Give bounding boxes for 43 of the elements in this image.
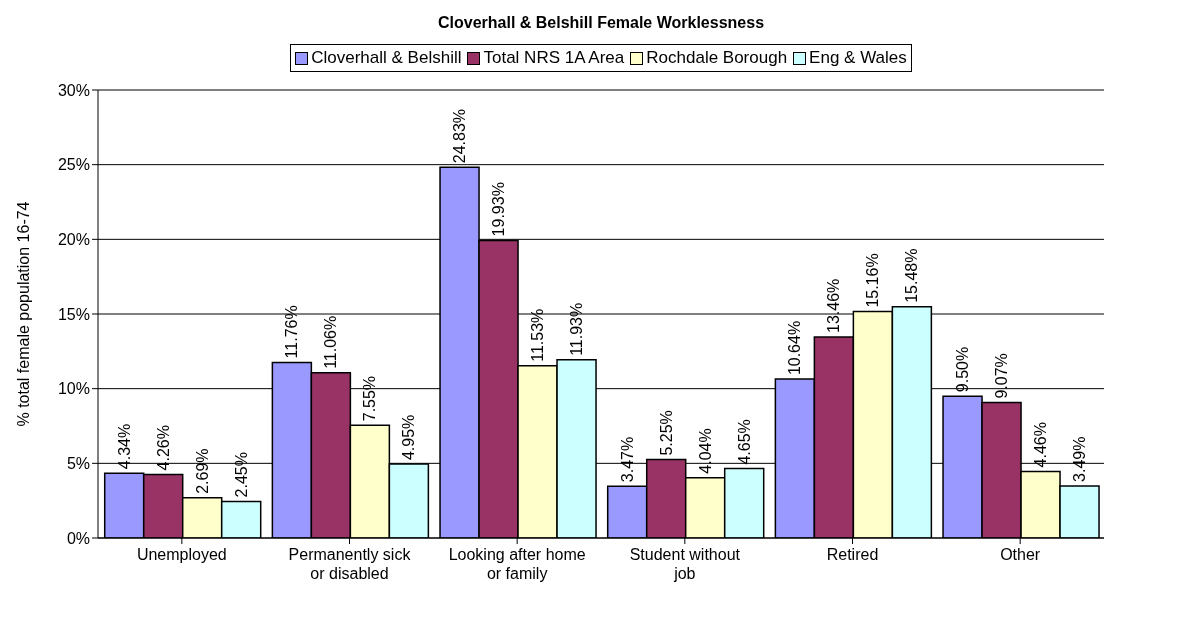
data-label: 15.16% (864, 253, 882, 308)
data-label: 4.26% (154, 425, 172, 471)
x-tick-label: Permanently sick or disabled (288, 546, 412, 582)
x-tick-label: Looking after home or family (448, 546, 586, 582)
y-tick-label: 25% (57, 156, 90, 174)
y-tick-label: 20% (57, 231, 90, 249)
y-axis-title: % total female population 16-74 (14, 201, 32, 427)
x-tick-label: Unemployed (136, 546, 227, 563)
legend-label: Cloverhall & Belshill (311, 48, 462, 68)
data-label: 4.04% (696, 428, 714, 474)
data-label: 9.07% (993, 353, 1011, 399)
data-label: 11.06% (322, 315, 340, 369)
data-label: 4.34% (115, 423, 133, 470)
data-label: 9.50% (954, 346, 972, 393)
data-label: 4.95% (400, 414, 418, 461)
data-label: 4.46% (1032, 422, 1050, 468)
data-label: 3.47% (618, 436, 636, 483)
data-label: 2.69% (193, 448, 211, 494)
chart-title: Cloverhall & Belshill Female Worklessness (436, 14, 766, 32)
legend-label: Eng & Wales (809, 48, 907, 68)
y-tick-label: 5% (66, 455, 90, 473)
data-label: 10.64% (786, 320, 804, 376)
data-label: 7.55% (361, 375, 379, 422)
legend-label: Total NRS 1A Area (483, 48, 625, 68)
data-label: 15.48% (903, 248, 921, 303)
x-tick-label: Student without job (629, 546, 741, 582)
legend-label: Rochdale Borough (646, 48, 788, 68)
x-tick-label: Retired (826, 546, 879, 563)
y-tick-label: 15% (57, 305, 90, 323)
data-label: 5.25% (657, 410, 675, 456)
y-tick-label: 30% (57, 81, 90, 99)
data-label: 19.93% (490, 182, 508, 237)
x-tick-label: Other (1000, 546, 1041, 563)
data-label: 13.46% (825, 278, 843, 333)
data-label: 24.83% (451, 108, 469, 164)
data-label: 2.45% (232, 452, 250, 498)
data-label: 11.53% (529, 308, 547, 362)
y-tick-label: 10% (57, 380, 90, 398)
data-label: 3.49% (1071, 436, 1089, 482)
y-tick-label: 0% (66, 529, 90, 547)
data-label: 4.65% (735, 419, 753, 465)
data-label: 11.76% (283, 305, 301, 359)
data-label: 11.93% (568, 302, 586, 356)
